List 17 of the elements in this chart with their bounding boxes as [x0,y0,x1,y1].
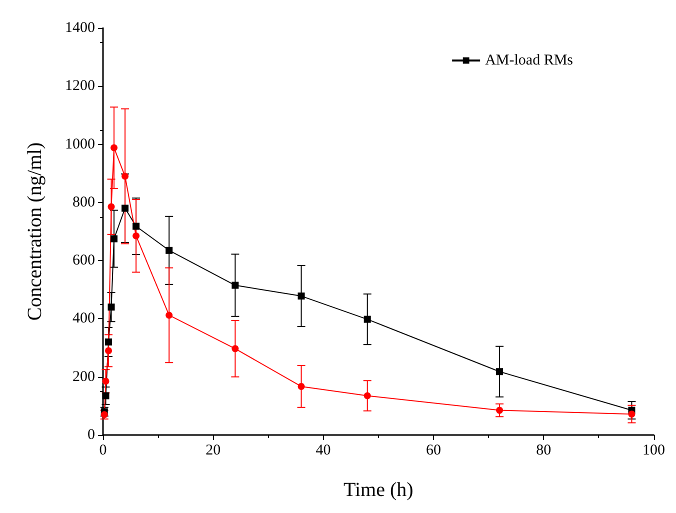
y-axis-title: Concentration (ng/ml) [24,142,46,321]
x-tick-label: 100 [642,442,665,458]
y-tick-label: 600 [72,252,95,269]
legend-label: AM-load RMs [485,52,574,68]
y-tick-label: 1000 [65,136,95,152]
y-tick-label: 400 [72,310,95,327]
x-axis-title: Time (h) [343,479,414,501]
x-tick-label: 40 [316,442,331,458]
x-tick-label: 20 [206,442,221,458]
y-tick-label: 800 [72,194,95,210]
y-tick-label: 200 [72,368,95,385]
y-tick-label: 0 [88,427,95,443]
x-tick-label: 80 [536,442,552,458]
x-tick-label: 0 [99,442,107,458]
x-tick-label: 60 [426,442,441,458]
y-tick-label: 1400 [65,20,95,36]
y-tick-label: 1200 [65,78,95,94]
